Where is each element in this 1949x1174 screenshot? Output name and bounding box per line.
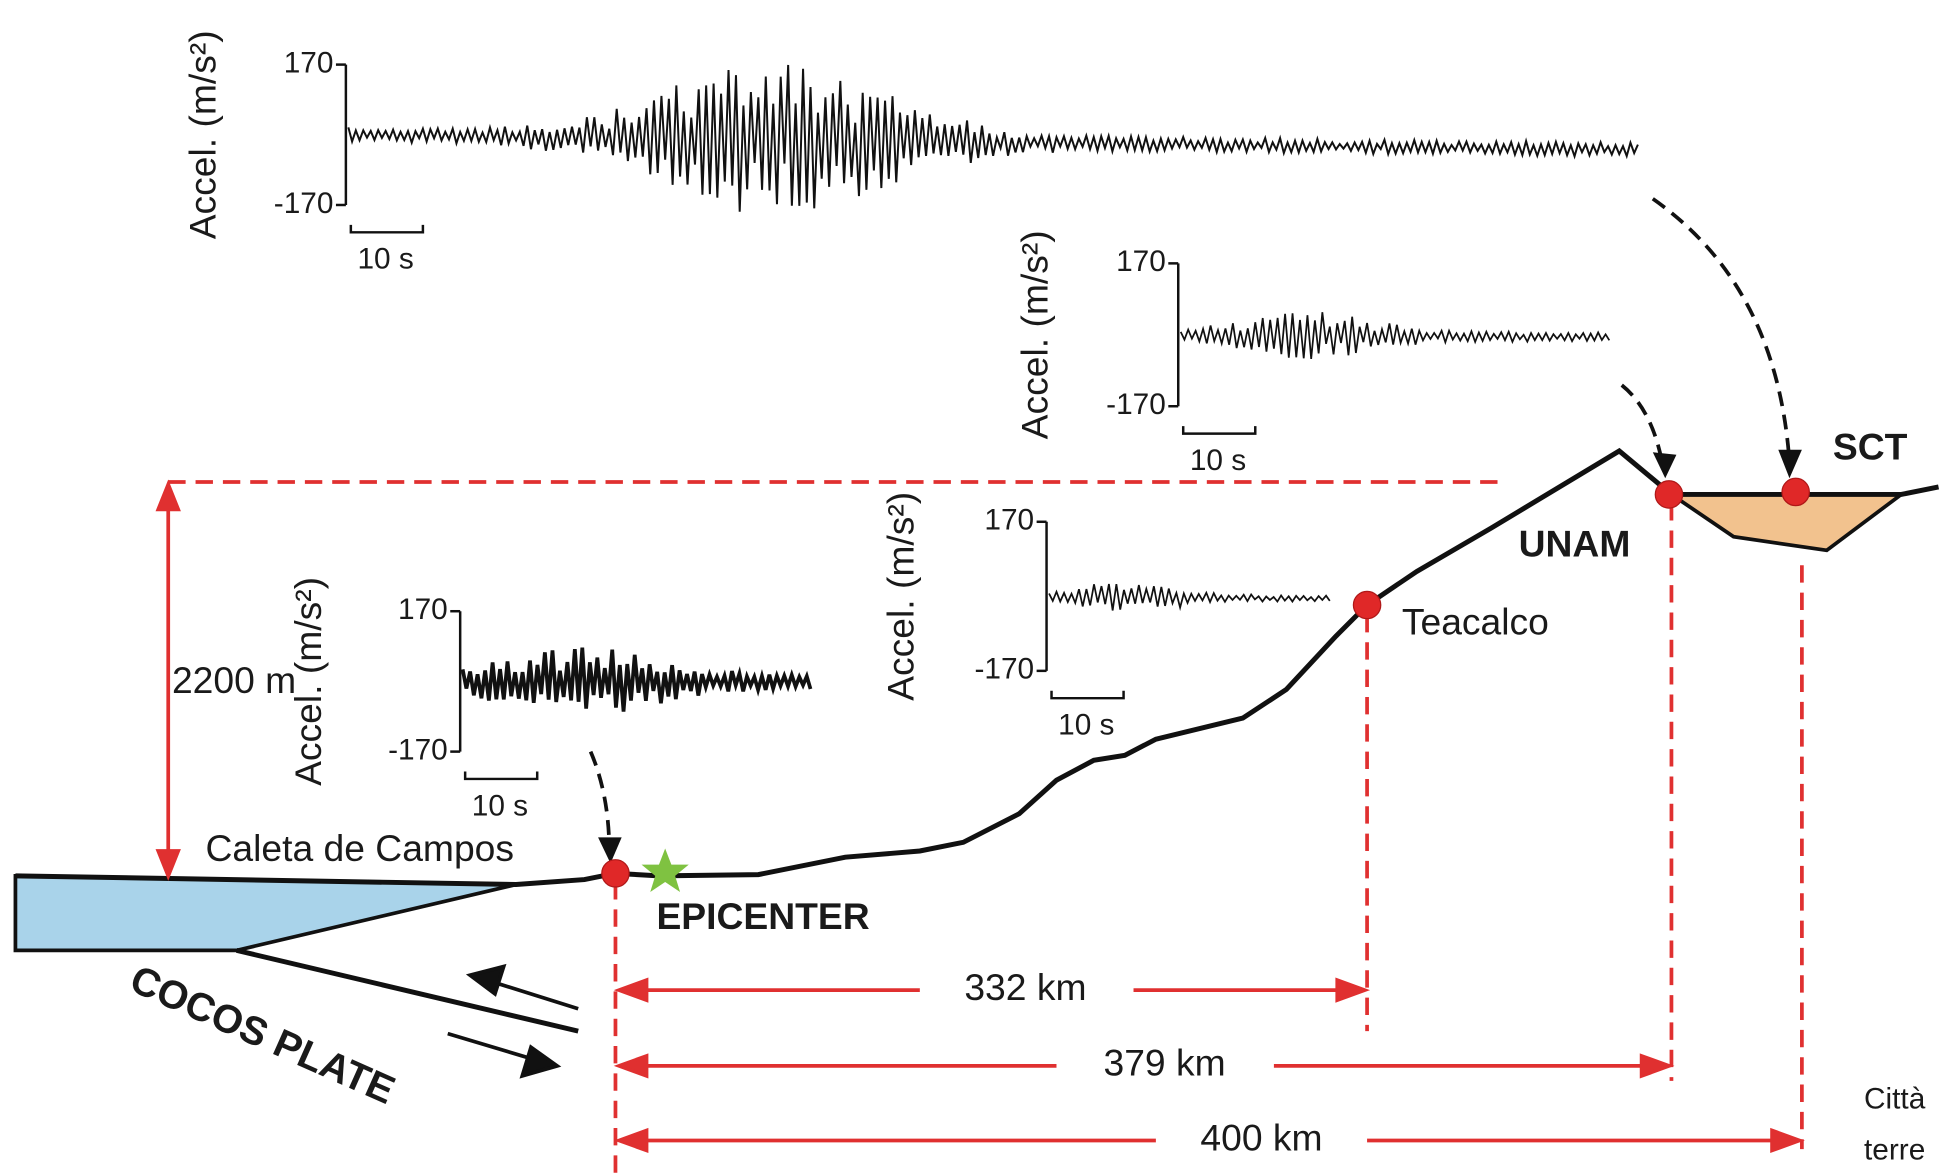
caption: terre — [1864, 1134, 1925, 1167]
scale-label: 10 s — [1058, 709, 1114, 742]
station-label: Caleta de Campos — [205, 827, 514, 869]
height-label: 2200 m — [172, 659, 296, 701]
sea — [13, 873, 517, 953]
topography — [15, 447, 1940, 888]
scale-label: 10 s — [472, 789, 528, 822]
axis-label: Accel. (m/s²) — [1014, 230, 1056, 439]
scale-bar — [463, 771, 539, 781]
tick-label: -170 — [1106, 388, 1166, 421]
tick-label: 170 — [398, 593, 448, 626]
axis-label: Accel. (m/s²) — [880, 492, 922, 701]
station-dots — [601, 477, 1810, 888]
dimension-arrows — [155, 479, 1805, 1154]
epicenter-star — [641, 848, 689, 892]
distance-label: 400 km — [1200, 1116, 1322, 1158]
tick-label: 170 — [284, 46, 334, 79]
station-label: Teacalco — [1402, 601, 1549, 643]
scale-label: 10 s — [1190, 444, 1246, 477]
link-arrowheads — [598, 449, 1802, 864]
caption: Città — [1864, 1083, 1926, 1116]
tick-label: -170 — [974, 653, 1034, 686]
waveform — [1179, 312, 1611, 359]
axis-label: Accel. (m/s²) — [287, 577, 329, 786]
plate-boundary — [235, 947, 579, 1034]
tick-label: -170 — [274, 187, 334, 220]
guide-lines — [168, 480, 1804, 1174]
scale-bar — [349, 224, 425, 234]
station-label: UNAM — [1519, 522, 1631, 564]
basin — [1665, 492, 1907, 553]
scale-bar — [1181, 426, 1257, 435]
scale-bar — [1050, 690, 1125, 700]
epicenter-label: EPICENTER — [656, 895, 869, 937]
waveform — [460, 647, 813, 712]
tick-label: 170 — [984, 504, 1034, 537]
station-label: SCT — [1833, 426, 1908, 468]
distance-label: 379 km — [1103, 1042, 1225, 1084]
axis-label: Accel. (m/s²) — [181, 30, 223, 239]
waveform — [347, 64, 1639, 212]
tick-label: -170 — [388, 733, 448, 766]
distance-label: 332 km — [964, 966, 1086, 1008]
scale-label: 10 s — [357, 243, 413, 276]
waveform — [1048, 583, 1331, 612]
tick-label: 170 — [1116, 245, 1166, 278]
plate-arrows — [447, 963, 579, 1079]
